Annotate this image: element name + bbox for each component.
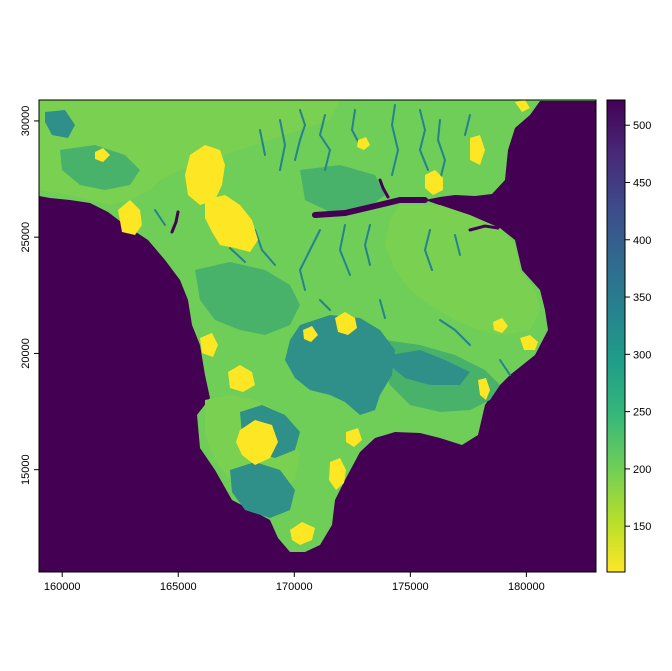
urban-town-south-1	[329, 458, 346, 490]
plot-frame	[38, 99, 597, 573]
urban-areas	[95, 100, 538, 545]
urban-town-basin-west	[303, 326, 318, 342]
x-tick-label: 180000	[508, 581, 545, 593]
urban-town-coast-east	[520, 335, 538, 350]
estuary-inner	[378, 178, 390, 199]
y-tick-label: 20000	[20, 338, 32, 369]
estuary-branch-west	[170, 210, 180, 234]
x-tick-label: 170000	[276, 581, 313, 593]
colorbar-tick-label: 400	[633, 235, 651, 247]
colorbar-tick-label: 200	[633, 464, 651, 476]
x-tick-label: 175000	[392, 581, 429, 593]
colorbar: 150 200 250 300 350 400 450 500	[606, 99, 651, 573]
urban-town-east	[493, 318, 508, 333]
y-tick-label: 15000	[20, 454, 32, 485]
urban-town-north	[185, 145, 225, 205]
colorbar-scale	[606, 99, 626, 573]
forest-patch-3	[60, 145, 140, 190]
urban-town-south-2	[346, 428, 362, 447]
urban-town-coast-ne	[515, 100, 530, 112]
urban-town-northeast	[470, 135, 485, 165]
urban-town-northwest	[95, 148, 110, 162]
urban-town-estuary	[425, 170, 443, 195]
y-tick-label: 30000	[20, 106, 32, 137]
x-tick-label: 165000	[160, 581, 197, 593]
urban-town-south-center	[228, 365, 255, 392]
colorbar-tick-label: 250	[633, 407, 651, 419]
urban-town-coast-south	[290, 522, 315, 545]
colorbar-tick-label: 150	[633, 521, 651, 533]
northwest-basin	[45, 110, 75, 138]
map-panel	[39, 100, 596, 572]
forest-patch-4	[300, 165, 385, 212]
urban-town-central	[205, 195, 258, 252]
colorbar-tick-label: 300	[633, 349, 651, 361]
colorbar-tick-label: 500	[633, 120, 651, 132]
axes: 160000 165000 170000 175000 180000 15000 20000…	[20, 106, 545, 593]
colorbar-tick-label: 450	[633, 177, 651, 189]
urban-town-basin	[335, 312, 357, 335]
southern-basin	[230, 462, 295, 518]
urban-town-west-2	[200, 333, 218, 357]
urban-town-southwest	[236, 420, 278, 465]
forest-patch-1	[195, 262, 300, 335]
basin-extension	[390, 350, 470, 385]
colorbar-tick-label: 350	[633, 292, 651, 304]
y-tick-label: 25000	[20, 222, 32, 253]
estuary-main	[312, 197, 428, 218]
x-tick-label: 160000	[44, 581, 81, 593]
urban-town-west	[118, 200, 142, 235]
upland-east	[385, 205, 540, 335]
urban-town-north-center	[357, 137, 370, 150]
estuary-branch-east	[468, 224, 500, 232]
urban-town-coast-se	[478, 378, 490, 400]
river-network	[154, 104, 511, 376]
